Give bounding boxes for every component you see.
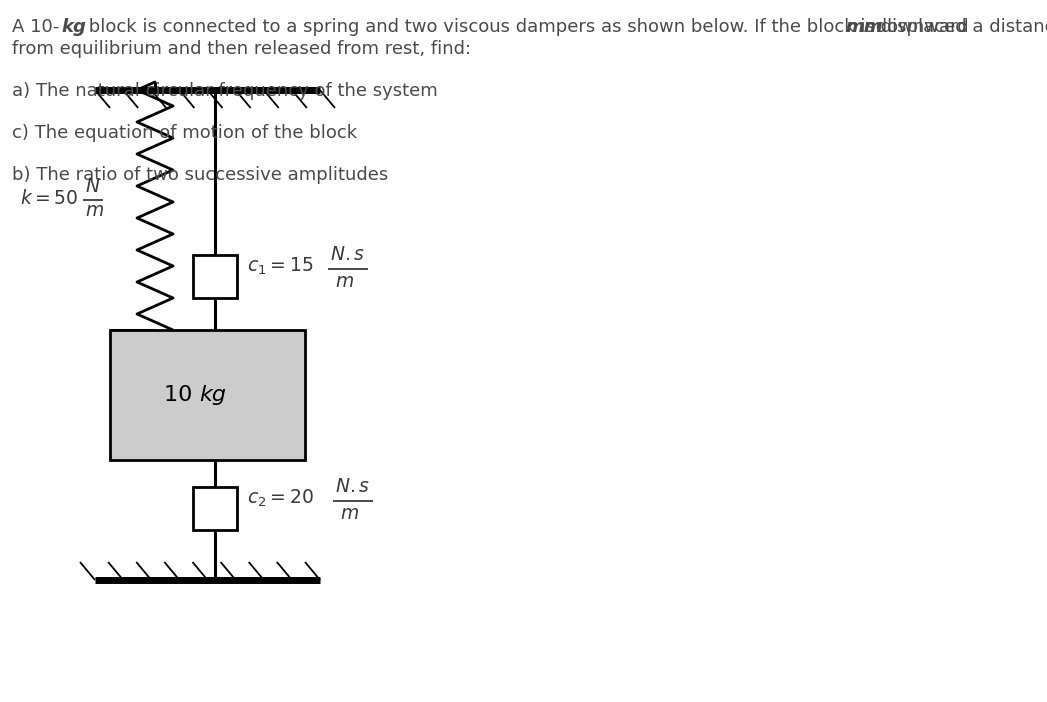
Text: $m$: $m$ xyxy=(335,272,354,291)
Text: A 10-: A 10- xyxy=(12,18,60,36)
Text: 10: 10 xyxy=(164,385,200,405)
Text: kg: kg xyxy=(61,18,86,36)
Text: $m$: $m$ xyxy=(85,201,104,220)
Text: block is connected to a spring and two viscous dampers as shown below. If the bl: block is connected to a spring and two v… xyxy=(83,18,1047,36)
Text: a) The natural circular frequency of the system: a) The natural circular frequency of the… xyxy=(12,82,438,100)
Text: $c_2 = 20$: $c_2 = 20$ xyxy=(247,488,314,509)
Polygon shape xyxy=(110,330,305,460)
Text: b) The ratio of two successive amplitudes: b) The ratio of two successive amplitude… xyxy=(12,166,388,184)
Text: mm: mm xyxy=(845,18,883,36)
Text: $c_1 = 15$: $c_1 = 15$ xyxy=(247,256,313,277)
Text: from equilibrium and then released from rest, find:: from equilibrium and then released from … xyxy=(12,40,471,58)
Text: $N.s$: $N.s$ xyxy=(335,477,370,496)
Text: $m$: $m$ xyxy=(340,504,359,523)
Polygon shape xyxy=(193,255,237,298)
Text: downward: downward xyxy=(870,18,968,36)
Polygon shape xyxy=(193,487,237,530)
Text: c) The equation of motion of the block: c) The equation of motion of the block xyxy=(12,124,357,142)
Text: $N.s$: $N.s$ xyxy=(330,245,365,264)
Text: $k = 50$: $k = 50$ xyxy=(20,189,79,208)
Text: $N$: $N$ xyxy=(85,178,101,197)
Text: kg: kg xyxy=(200,385,226,405)
